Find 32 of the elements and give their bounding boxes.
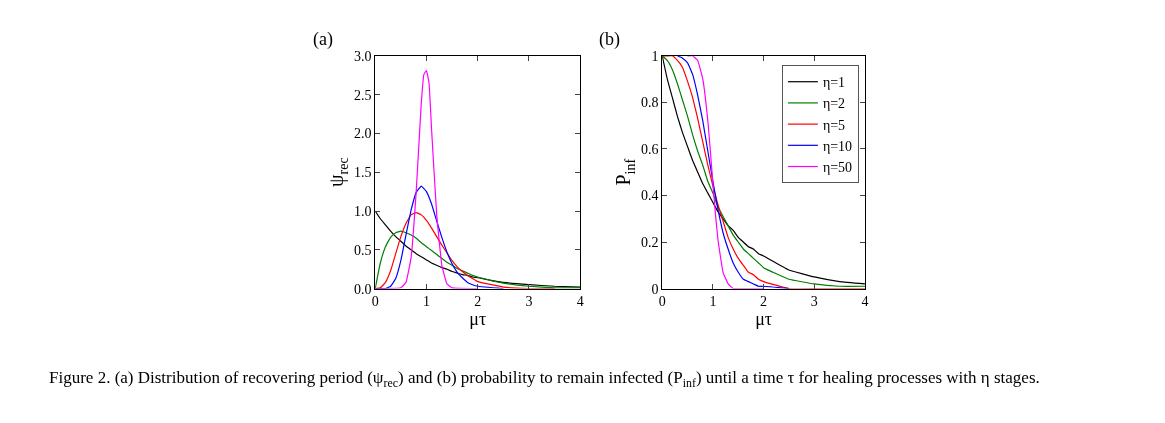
x-axis-title: μτ [469, 309, 487, 330]
x-tick-label: 4 [861, 294, 869, 310]
y-tick-label: 1.5 [353, 165, 372, 181]
y-tick-label: 0.5 [353, 242, 372, 258]
text: (a) [313, 29, 333, 50]
y-tick-label: 0.2 [640, 234, 659, 250]
text: (b) [599, 29, 620, 50]
x-tick-label: 2 [760, 294, 768, 310]
x-tick-label: 4 [576, 294, 584, 310]
y-tick-label: 2.0 [353, 126, 372, 142]
y-tick-label: 0 [651, 281, 659, 297]
x-tick-label: 1 [422, 294, 430, 310]
legend-label: η=2 [822, 96, 846, 112]
y-tick-label: 2.5 [353, 87, 372, 103]
legend-label: η=10 [822, 138, 853, 154]
y-tick-label: 3.0 [353, 48, 372, 64]
x-tick-label: 3 [810, 294, 818, 310]
legend-label: η=50 [822, 159, 853, 175]
caption: Figure 2. (a) Distribution of recovering period (ψ$_{rec}$) and (b) probability to remain infected (P$_{inf}$) until a time τ for healing processes with η stages. [49, 368, 1040, 390]
y-tick-label: 0.6 [640, 141, 659, 157]
y-tick-label: 1.0 [353, 203, 372, 219]
y-tick-label: 0.8 [640, 95, 659, 111]
y-tick-label: 1 [651, 48, 659, 64]
legend-label: η=1 [822, 75, 846, 91]
x-axis-title: μτ [755, 309, 773, 330]
y-tick-label: 0.0 [353, 281, 372, 297]
x-tick-label: 1 [709, 294, 717, 310]
legend-label: η=5 [822, 117, 846, 133]
y-tick-label: 0.4 [640, 188, 659, 204]
x-tick-label: 2 [474, 294, 482, 310]
x-tick-label: 3 [525, 294, 533, 310]
line-series [375, 230, 581, 289]
